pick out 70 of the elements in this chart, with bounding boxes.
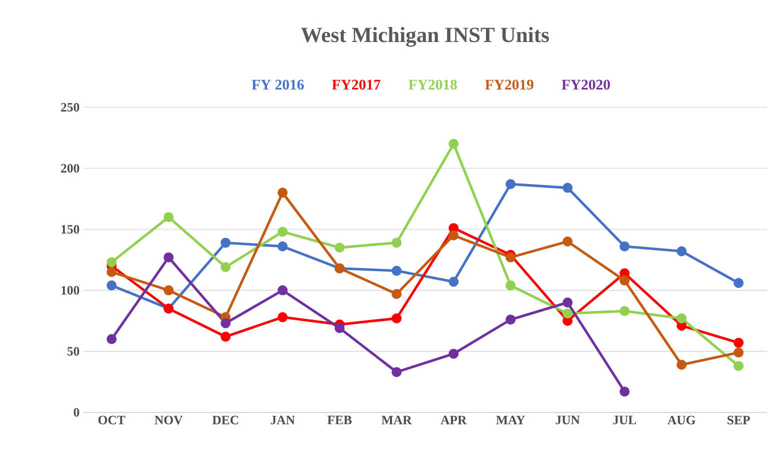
point [562,308,573,319]
point [392,289,402,300]
point [164,212,174,222]
point [106,334,117,344]
point [278,312,288,322]
point [106,267,117,278]
text: FY2017 [332,80,380,90]
x-tick-label: SEP [728,416,750,425]
point [676,314,687,324]
x-tick-label: APR [440,416,467,424]
point [334,242,345,253]
point [448,348,459,359]
point [106,257,117,268]
y-tick-label: 150 [62,225,80,234]
point [676,246,687,256]
point [620,306,630,316]
point [620,242,630,252]
x-tick-label: DEC [212,416,238,425]
point [562,182,573,193]
point [164,252,174,263]
point [506,280,516,291]
point [278,242,288,252]
chart-title: West Michigan INST Units [301,27,549,47]
point [734,361,744,372]
x-tick-label: FEB [327,416,352,424]
point [334,323,345,334]
point [220,262,231,272]
x-tick-label: NOV [154,416,183,425]
point [164,285,174,296]
text: FY2019 [485,80,534,90]
x-tick-label: AUG [668,416,696,425]
point [506,314,516,325]
point [620,386,630,397]
point [278,226,288,237]
x-tick-label: OCT [98,416,126,425]
y-tick-label: 200 [61,164,80,173]
point [392,367,402,378]
x-tick-label: JUN [556,416,580,424]
x-tick-label: MAR [382,416,412,424]
point [620,276,630,286]
text: FY2020 [562,80,610,90]
point [562,298,573,308]
point [392,238,402,248]
x-tick-label: MAY [496,416,525,424]
point [506,179,516,190]
point [220,332,231,342]
point [278,188,288,198]
point [220,318,231,328]
point [220,238,231,248]
point [392,314,402,324]
point [448,276,459,287]
point [734,338,744,348]
point [506,252,516,263]
x-tick-label: JUL [613,416,636,424]
point [676,360,687,370]
point [106,280,117,291]
point [448,139,459,150]
point [448,230,459,241]
point [734,348,744,358]
y-tick-label: 50 [67,347,80,356]
x-tick-label: JAN [270,416,295,424]
text: FY2018 [408,80,457,90]
y-tick-label: 0 [74,408,80,417]
point [278,285,288,296]
y-tick-label: 250 [61,103,80,112]
point [562,236,573,247]
y-tick-label: 100 [62,286,80,295]
text: FY 2016 [252,80,304,90]
point [734,278,744,288]
point [392,266,402,276]
